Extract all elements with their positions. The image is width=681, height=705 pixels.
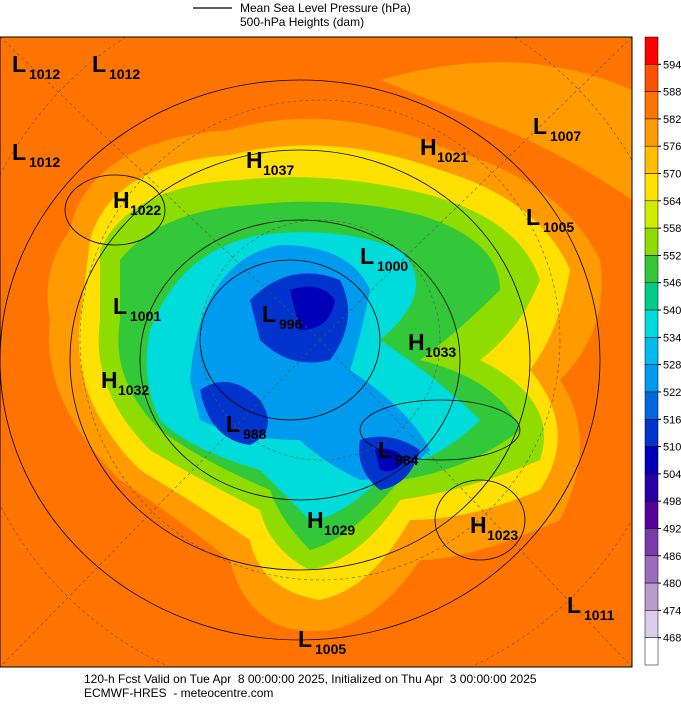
- tick-label: 576: [663, 141, 681, 153]
- center-letter: H: [307, 507, 324, 533]
- center-letter: L: [378, 437, 392, 463]
- tick-label: 546: [663, 278, 681, 290]
- center-pressure: 1029: [324, 522, 355, 538]
- tick-label: 510: [663, 442, 681, 454]
- color-swatch: [644, 64, 659, 92]
- tick-label: 588: [663, 87, 681, 99]
- center-letter: H: [470, 512, 487, 538]
- tick-label: 570: [663, 169, 681, 181]
- center-letter: L: [567, 592, 581, 618]
- color-swatch: [644, 391, 659, 420]
- color-swatch: [644, 118, 659, 147]
- legend-line-label: Mean Sea Level Pressure (hPa): [240, 1, 411, 15]
- center-letter: L: [526, 204, 540, 230]
- center-letter: L: [360, 243, 374, 269]
- center-pressure: 1022: [130, 202, 161, 218]
- footer-line: 120-h Fcst Valid on Tue Apr 8 00:00:00 2…: [84, 672, 537, 686]
- center-pressure: 1012: [29, 154, 60, 170]
- center-letter: H: [113, 187, 130, 213]
- color-swatch: [644, 282, 659, 311]
- color-swatch: [644, 637, 659, 666]
- tick-label: 564: [663, 196, 681, 208]
- color-swatch: [644, 145, 659, 174]
- tick-label: 522: [663, 387, 681, 399]
- tick-label: 468: [663, 633, 681, 645]
- color-swatch: [644, 610, 659, 638]
- center-pressure: 1021: [437, 149, 468, 165]
- center-letter: H: [246, 147, 263, 173]
- center-letter: L: [226, 411, 240, 437]
- center-pressure: 1012: [109, 66, 140, 82]
- height-zone: [200, 273, 420, 490]
- color-swatch: [644, 473, 659, 502]
- center-letter: H: [420, 134, 437, 160]
- tick-label: 498: [663, 496, 681, 508]
- center-pressure: 1005: [543, 219, 574, 235]
- colorbar: 594 588 582 576 570 564 558 552 546 540 534 528 522 5…: [644, 36, 681, 666]
- color-swatch: [644, 91, 659, 120]
- color-swatch: [644, 555, 659, 584]
- center-pressure: 1005: [315, 641, 346, 657]
- height-zone: [290, 286, 405, 472]
- color-swatch: [644, 446, 659, 475]
- center-pressure: 1037: [263, 162, 294, 178]
- center-letter: L: [113, 293, 127, 319]
- color-swatch: [644, 582, 659, 611]
- legend-fill-label: 500-hPa Heights (dam): [240, 15, 364, 29]
- center-letter: L: [12, 139, 26, 165]
- map-frame: [0, 36, 633, 668]
- color-swatch: [644, 173, 659, 202]
- color-swatch: [644, 309, 659, 338]
- tick-label: 558: [663, 223, 681, 235]
- color-swatch: [644, 255, 659, 283]
- tick-label: 594: [663, 59, 681, 71]
- center-letter: L: [533, 113, 547, 139]
- tick-label: 552: [663, 250, 681, 262]
- tick-label: 504: [663, 469, 681, 481]
- tick-label: 516: [663, 414, 681, 426]
- center-pressure: 1000: [377, 258, 408, 274]
- center-pressure: 1011: [584, 607, 615, 623]
- color-swatch: [644, 419, 659, 447]
- footer-line: ECMWF-HRES - meteocentre.com: [84, 686, 273, 700]
- tick-label: 528: [663, 360, 681, 372]
- tick-label: 492: [663, 523, 681, 535]
- tick-label: 582: [663, 114, 681, 126]
- tick-label: 534: [663, 332, 681, 344]
- center-pressure: 1001: [130, 308, 161, 324]
- isobars: [0, 79, 601, 641]
- color-swatch: [644, 337, 659, 365]
- center-letter: L: [12, 51, 26, 77]
- center-pressure: 988: [243, 426, 267, 442]
- tick-label: 486: [663, 551, 681, 563]
- center-pressure: 1033: [425, 344, 456, 360]
- color-swatch: [644, 36, 659, 65]
- center-pressure: 984: [395, 452, 419, 468]
- height-zone: [380, 62, 632, 200]
- center-letter: H: [408, 329, 425, 355]
- center-letter: L: [262, 301, 276, 327]
- color-swatch: [644, 200, 659, 229]
- color-swatch: [644, 528, 659, 557]
- center-pressure: 1032: [118, 382, 149, 398]
- center-letter: L: [298, 626, 312, 652]
- center-pressure: 1007: [550, 128, 581, 144]
- center-pressure: 1023: [487, 527, 518, 543]
- center-letter: L: [92, 51, 106, 77]
- center-pressure: 1012: [29, 66, 60, 82]
- tick-label: 480: [663, 578, 681, 590]
- color-swatch: [644, 227, 659, 256]
- tick-label: 540: [663, 305, 681, 317]
- tick-label: 474: [663, 605, 681, 617]
- center-pressure: 996: [279, 316, 303, 332]
- color-swatch: [644, 500, 659, 529]
- color-swatch: [644, 364, 659, 393]
- center-letter: H: [101, 367, 118, 393]
